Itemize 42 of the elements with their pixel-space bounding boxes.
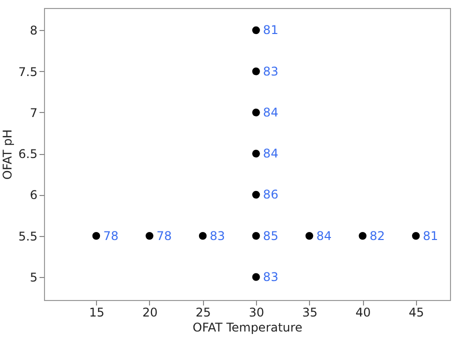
point: [252, 150, 260, 158]
point: [252, 108, 260, 116]
point: [412, 232, 420, 240]
y-tick-label: 6.5: [18, 147, 38, 162]
y-tick-label: 5: [30, 270, 38, 284]
point: [252, 190, 260, 199]
annotation: 84: [263, 146, 278, 161]
point: [252, 26, 260, 34]
annotation: 78: [103, 228, 118, 243]
x-tick-label: 20: [142, 306, 158, 320]
point: [252, 232, 260, 240]
x-tick-label: 45: [408, 306, 424, 320]
annotation: 81: [422, 228, 438, 243]
y-tick-label: 7: [30, 106, 38, 120]
annotation: 83: [263, 270, 278, 284]
x-tick-label: 15: [89, 306, 104, 320]
annotation: 78: [156, 228, 172, 243]
annotation: 85: [263, 228, 278, 243]
x-axis-title: OFAT Temperature: [192, 320, 302, 334]
point: [198, 232, 207, 240]
point: [146, 232, 154, 240]
y-axis-title: OFAT pH: [0, 129, 14, 180]
x-tick-label: 30: [248, 306, 264, 320]
y-tick-label: 5.5: [18, 229, 38, 244]
annotation: 84: [316, 228, 332, 243]
annotation: 86: [263, 188, 278, 202]
annotation: 81: [263, 23, 278, 38]
x-tick-label: 40: [355, 306, 371, 320]
annotation: 82: [370, 228, 385, 243]
y-tick-label: 8: [30, 24, 38, 38]
point: [305, 232, 314, 240]
y-tick-label: 7.5: [18, 64, 38, 79]
annotation: 83: [263, 64, 278, 78]
y-tick-label: 6: [30, 188, 38, 202]
annotation: 83: [210, 228, 226, 243]
annotation: 84: [263, 105, 278, 120]
point: [358, 232, 366, 240]
point: [252, 67, 260, 76]
point: [92, 232, 100, 240]
x-tick-label: 25: [196, 306, 211, 320]
point: [252, 273, 260, 281]
x-tick-label: 35: [302, 306, 318, 320]
